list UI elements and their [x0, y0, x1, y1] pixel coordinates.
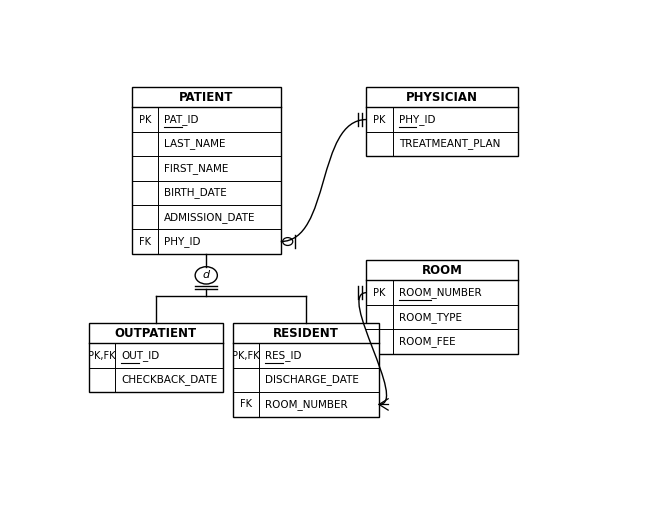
Text: TREATMEANT_PLAN: TREATMEANT_PLAN	[398, 138, 500, 149]
Bar	[367, 87, 518, 156]
Text: PK: PK	[139, 114, 151, 125]
Text: FIRST_NAME: FIRST_NAME	[164, 163, 229, 174]
Bar	[367, 260, 518, 354]
Bar	[132, 87, 281, 254]
Text: OUTPATIENT: OUTPATIENT	[115, 327, 197, 340]
Text: RESIDENT: RESIDENT	[273, 327, 339, 340]
Text: FK: FK	[240, 400, 252, 409]
Text: PAT_ID: PAT_ID	[164, 114, 199, 125]
Text: PK: PK	[374, 288, 386, 298]
Text: PHY_ID: PHY_ID	[164, 236, 201, 247]
Text: PK,FK: PK,FK	[89, 351, 116, 361]
Text: ROOM_NUMBER: ROOM_NUMBER	[398, 287, 481, 298]
Text: ROOM_FEE: ROOM_FEE	[398, 336, 455, 347]
Text: CHECKBACK_DATE: CHECKBACK_DATE	[121, 375, 217, 385]
Text: FK: FK	[139, 237, 151, 246]
Text: ROOM: ROOM	[422, 264, 463, 277]
Text: BIRTH_DATE: BIRTH_DATE	[164, 188, 227, 198]
Text: RES_ID: RES_ID	[265, 350, 301, 361]
Text: OUT_ID: OUT_ID	[121, 350, 159, 361]
Text: LAST_NAME: LAST_NAME	[164, 138, 226, 149]
Text: ROOM_NUMBER: ROOM_NUMBER	[265, 399, 348, 410]
Bar	[89, 323, 223, 392]
Text: PHY_ID: PHY_ID	[398, 114, 436, 125]
Text: PATIENT: PATIENT	[179, 90, 234, 104]
Text: DISCHARGE_DATE: DISCHARGE_DATE	[265, 375, 359, 385]
Text: ROOM_TYPE: ROOM_TYPE	[398, 312, 462, 322]
Text: PK: PK	[374, 114, 386, 125]
Text: PK,FK: PK,FK	[232, 351, 260, 361]
Text: PHYSICIAN: PHYSICIAN	[406, 90, 478, 104]
Text: ADMISSION_DATE: ADMISSION_DATE	[164, 212, 256, 223]
Bar	[233, 323, 379, 416]
Text: d: d	[202, 270, 210, 281]
